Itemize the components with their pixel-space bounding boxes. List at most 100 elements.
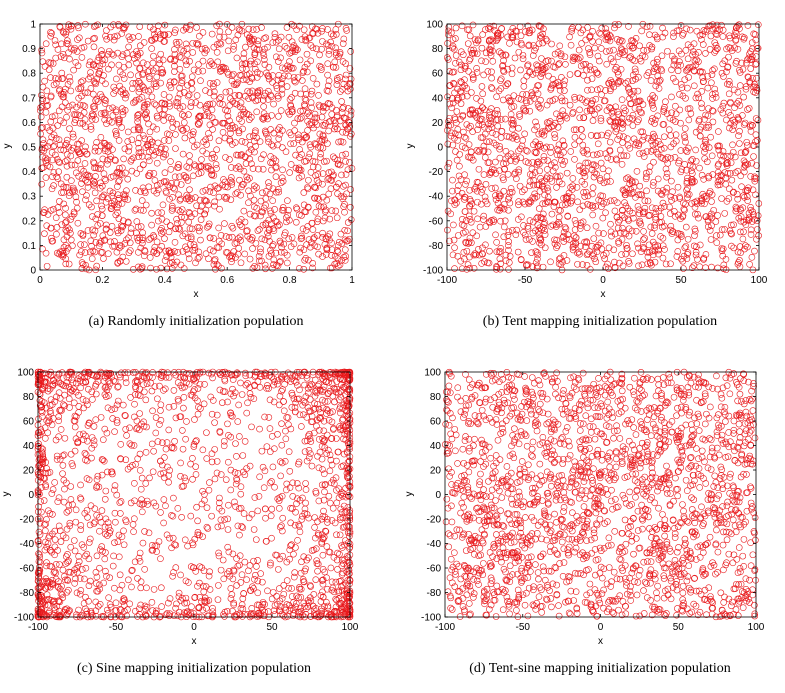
scatter-point	[333, 247, 341, 254]
scatter-point	[220, 33, 228, 41]
scatter-point	[739, 112, 746, 119]
scatter-point	[657, 145, 665, 153]
scatter-point	[193, 24, 200, 31]
scatter-point	[180, 112, 188, 120]
scatter-point	[628, 91, 635, 98]
scatter-point	[66, 522, 74, 530]
scatter-point	[60, 189, 67, 196]
scatter-point	[131, 515, 138, 522]
scatter-point	[271, 30, 279, 37]
scatter-point	[155, 538, 163, 545]
scatter-point	[720, 152, 727, 160]
scatter-point	[713, 45, 721, 52]
scatter-point	[289, 612, 297, 619]
scatter-point	[247, 146, 255, 153]
scatter-point	[552, 172, 560, 180]
scatter-point	[720, 265, 728, 273]
scatter-point	[531, 126, 538, 134]
scatter-point	[618, 96, 626, 104]
scatter-point	[328, 177, 336, 184]
scatter-point	[724, 63, 732, 71]
scatter-point	[330, 588, 338, 596]
scatter-point	[92, 116, 99, 123]
scatter-point	[709, 25, 716, 33]
scatter-point	[469, 229, 477, 236]
scatter-point	[99, 60, 107, 68]
scatter-point	[451, 201, 459, 208]
scatter-point	[131, 413, 138, 421]
scatter-point	[253, 108, 261, 116]
scatter-point	[194, 385, 202, 392]
scatter-point	[540, 210, 547, 218]
scatter-point	[75, 558, 83, 565]
scatter-point	[293, 26, 300, 34]
scatter-point	[121, 89, 129, 97]
scatter-point	[462, 135, 470, 142]
scatter-point	[149, 468, 157, 476]
scatter-point	[637, 57, 645, 65]
scatter-point	[634, 118, 641, 126]
scatter-point	[93, 262, 100, 270]
scatter-point	[538, 241, 545, 249]
scatter-point	[672, 118, 679, 125]
scatter-point	[100, 170, 108, 178]
scatter-point	[87, 73, 94, 81]
scatter-point	[55, 75, 62, 83]
scatter-point	[94, 221, 102, 229]
scatter-point	[345, 424, 353, 431]
scatter-point	[740, 93, 747, 101]
scatter-point	[214, 58, 222, 66]
scatter-point	[87, 126, 95, 133]
scatter-point	[615, 218, 622, 226]
scatter-point	[551, 130, 558, 138]
scatter-point	[302, 36, 310, 44]
scatter-point	[178, 79, 185, 87]
scatter-point	[272, 157, 280, 165]
scatter-point	[608, 232, 615, 240]
scatter-point	[458, 22, 466, 30]
scatter-point	[216, 386, 224, 394]
scatter-point	[694, 256, 701, 263]
scatter-point	[227, 412, 235, 419]
scatter-point	[41, 434, 49, 442]
scatter-point	[456, 162, 463, 170]
scatter-point	[560, 232, 567, 240]
scatter-point	[702, 124, 710, 131]
scatter-point	[150, 80, 158, 88]
scatter-point	[134, 118, 141, 126]
scatter-point	[167, 55, 175, 63]
scatter-point	[451, 114, 458, 122]
scatter-point	[39, 245, 46, 253]
scatter-point	[133, 170, 140, 177]
scatter-point	[640, 153, 648, 160]
scatter-point	[698, 104, 706, 112]
scatter-point	[270, 261, 277, 268]
scatter-point	[298, 36, 306, 43]
scatter-point	[281, 249, 288, 256]
scatter-point	[176, 65, 184, 73]
scatter-point	[482, 180, 490, 188]
scatter-point	[653, 58, 661, 66]
scatter-point	[169, 193, 176, 201]
scatter-point	[339, 183, 347, 190]
scatter-point	[649, 141, 657, 149]
scatter-point	[67, 87, 75, 95]
scatter-point	[246, 133, 253, 140]
scatter-point	[246, 116, 253, 123]
scatter-point	[161, 454, 168, 461]
scatter-point	[321, 568, 329, 576]
scatter-point	[186, 197, 193, 204]
scatter-point	[622, 230, 630, 238]
scatter-point	[460, 128, 467, 136]
scatter-point	[469, 71, 476, 79]
scatter-point	[323, 196, 331, 204]
scatter-point	[629, 37, 637, 45]
scatter-point	[102, 487, 110, 495]
scatter-point	[226, 136, 234, 143]
scatter-point	[504, 65, 512, 73]
scatter-point	[278, 80, 286, 88]
scatter-point	[518, 41, 525, 49]
scatter-point	[154, 139, 162, 147]
scatter-point	[41, 206, 48, 213]
scatter-point	[702, 50, 709, 57]
